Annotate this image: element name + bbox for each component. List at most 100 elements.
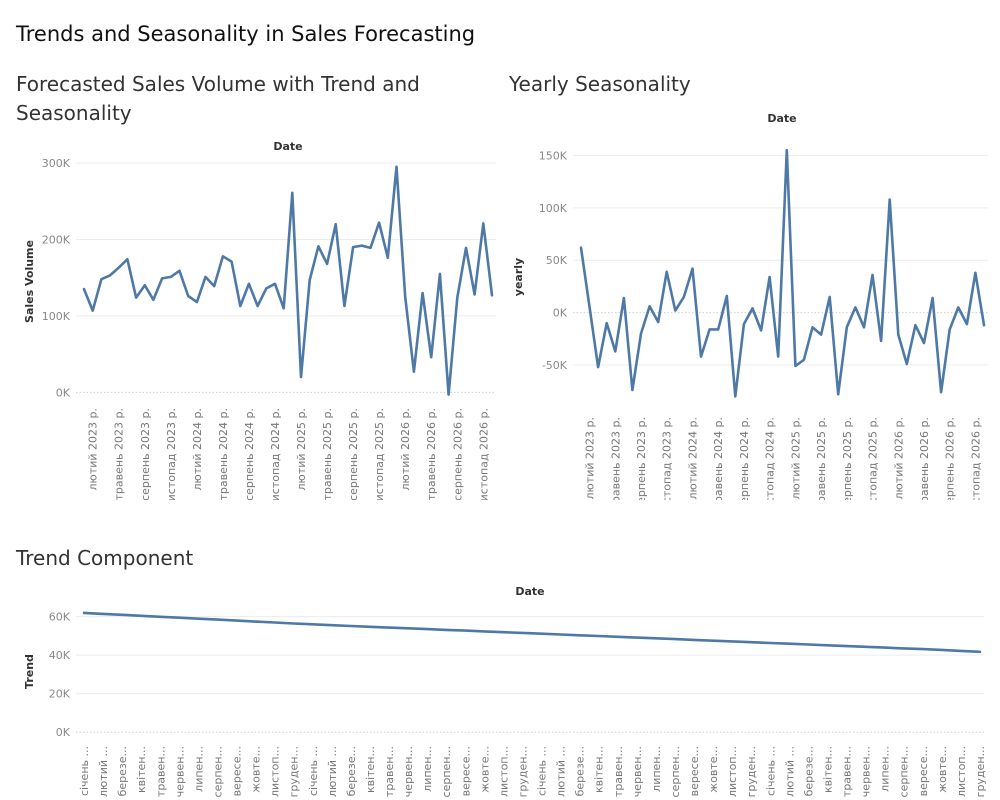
- trend-data-point[interactable]: [918, 644, 928, 654]
- trend-data-point[interactable]: [193, 614, 203, 624]
- sales-data-point[interactable]: [348, 242, 358, 252]
- seasonality-data-point[interactable]: [662, 267, 672, 277]
- sales-data-point[interactable]: [444, 390, 454, 400]
- trend-data-point[interactable]: [670, 634, 680, 644]
- trend-data-point[interactable]: [327, 620, 337, 630]
- trend-data-point[interactable]: [632, 633, 642, 643]
- trend-data-point[interactable]: [270, 618, 280, 628]
- sales-data-point[interactable]: [140, 280, 150, 290]
- sales-data-point[interactable]: [461, 243, 471, 253]
- sales-data-point[interactable]: [105, 270, 115, 280]
- seasonality-data-point[interactable]: [773, 352, 783, 362]
- seasonality-data-point[interactable]: [945, 324, 955, 334]
- sales-data-point[interactable]: [166, 272, 176, 282]
- sales-data-point[interactable]: [478, 218, 488, 228]
- seasonality-data-point[interactable]: [679, 292, 689, 302]
- trend-data-point[interactable]: [79, 608, 89, 618]
- trend-data-point[interactable]: [880, 643, 890, 653]
- seasonality-data-point[interactable]: [962, 319, 972, 329]
- trend-data-point[interactable]: [956, 646, 966, 656]
- sales-data-point[interactable]: [114, 263, 124, 273]
- sales-data-point[interactable]: [122, 254, 132, 264]
- sales-data-point[interactable]: [261, 283, 271, 293]
- seasonality-data-point[interactable]: [902, 359, 912, 369]
- seasonality-data-point[interactable]: [713, 324, 723, 334]
- seasonality-data-point[interactable]: [705, 324, 715, 334]
- seasonality-data-point[interactable]: [859, 322, 869, 332]
- seasonality-data-point[interactable]: [688, 264, 698, 274]
- trend-data-point[interactable]: [460, 626, 470, 636]
- trend-data-point[interactable]: [594, 631, 604, 641]
- seasonality-data-point[interactable]: [825, 292, 835, 302]
- trend-data-point[interactable]: [232, 616, 242, 626]
- sales-data-point[interactable]: [322, 259, 332, 269]
- seasonality-data-point[interactable]: [850, 302, 860, 312]
- seasonality-data-point[interactable]: [816, 330, 826, 340]
- seasonality-data-point[interactable]: [919, 338, 929, 348]
- sales-data-point[interactable]: [452, 293, 462, 303]
- seasonality-data-point[interactable]: [893, 330, 903, 340]
- trend-data-point[interactable]: [803, 640, 813, 650]
- seasonality-data-point[interactable]: [730, 391, 740, 401]
- trend-data-point[interactable]: [422, 624, 432, 634]
- sales-data-point[interactable]: [79, 284, 89, 294]
- trend-data-point[interactable]: [861, 642, 871, 652]
- seasonality-data-point[interactable]: [868, 270, 878, 280]
- seasonality-data-point[interactable]: [627, 385, 637, 395]
- sales-data-point[interactable]: [426, 352, 436, 362]
- sales-data-point[interactable]: [392, 162, 402, 172]
- seasonality-data-point[interactable]: [619, 293, 629, 303]
- trend-data-point[interactable]: [479, 626, 489, 636]
- seasonality-data-point[interactable]: [602, 318, 612, 328]
- seasonality-data-point[interactable]: [722, 291, 732, 301]
- seasonality-data-point[interactable]: [799, 355, 809, 365]
- sales-data-point[interactable]: [157, 273, 167, 283]
- sales-data-point[interactable]: [366, 243, 376, 253]
- trend-data-point[interactable]: [251, 617, 261, 627]
- trend-data-point[interactable]: [346, 621, 356, 631]
- trend-data-point[interactable]: [174, 613, 184, 623]
- seasonality-data-point[interactable]: [696, 352, 706, 362]
- sales-data-point[interactable]: [357, 241, 367, 251]
- sales-data-point[interactable]: [270, 279, 280, 289]
- trend-data-point[interactable]: [975, 647, 985, 657]
- seasonality-data-point[interactable]: [808, 322, 818, 332]
- trend-data-point[interactable]: [365, 622, 375, 632]
- trend-data-point[interactable]: [537, 629, 547, 639]
- seasonality-data-point[interactable]: [936, 387, 946, 397]
- trend-data-point[interactable]: [823, 640, 833, 650]
- seasonality-data-point[interactable]: [610, 346, 620, 356]
- trend-data-point[interactable]: [289, 619, 299, 629]
- seasonality-data-point[interactable]: [910, 320, 920, 330]
- seasonality-data-point[interactable]: [653, 317, 663, 327]
- trend-data-point[interactable]: [651, 633, 661, 643]
- seasonality-data-point[interactable]: [585, 302, 595, 312]
- sales-data-point[interactable]: [244, 279, 254, 289]
- trend-data-point[interactable]: [212, 615, 222, 625]
- sales-data-point[interactable]: [96, 274, 106, 284]
- sales-data-point[interactable]: [287, 188, 297, 198]
- sales-data-point[interactable]: [227, 257, 237, 267]
- trend-data-point[interactable]: [899, 643, 909, 653]
- seasonality-data-point[interactable]: [576, 243, 586, 253]
- trend-data-point[interactable]: [842, 641, 852, 651]
- trend-data-point[interactable]: [155, 612, 165, 622]
- trend-data-point[interactable]: [746, 637, 756, 647]
- seasonality-data-point[interactable]: [782, 145, 792, 155]
- sales-data-point[interactable]: [209, 281, 219, 291]
- sales-data-point[interactable]: [374, 218, 384, 228]
- sales-data-point[interactable]: [470, 290, 480, 300]
- sales-data-point[interactable]: [279, 303, 289, 313]
- seasonality-data-point[interactable]: [970, 268, 980, 278]
- sales-data-point[interactable]: [175, 266, 185, 276]
- sales-data-point[interactable]: [201, 272, 211, 282]
- sales-data-point[interactable]: [339, 301, 349, 311]
- sales-data-point[interactable]: [218, 251, 228, 261]
- sales-data-point[interactable]: [296, 372, 306, 382]
- trend-data-point[interactable]: [765, 638, 775, 648]
- seasonality-data-point[interactable]: [842, 322, 852, 332]
- sales-data-point[interactable]: [192, 297, 202, 307]
- seasonality-data-point[interactable]: [748, 303, 758, 313]
- seasonality-data-point[interactable]: [645, 301, 655, 311]
- trend-data-point[interactable]: [689, 635, 699, 645]
